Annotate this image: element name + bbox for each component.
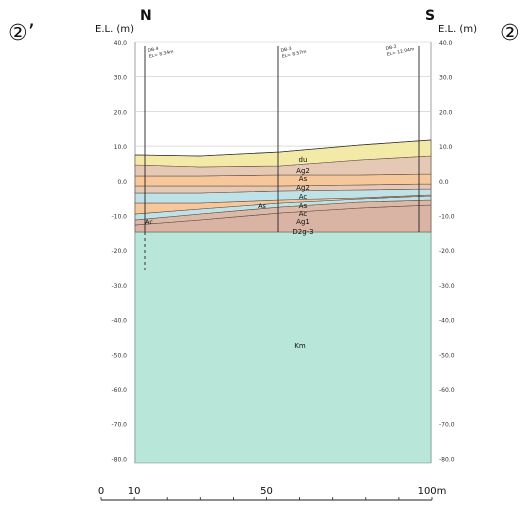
right-elevation-tick: -60.0 <box>439 387 455 394</box>
right-elevation-tick: 30.0 <box>439 75 453 82</box>
borehole-labels: DB-4EL= 8.34m DB-3EL= 8.57m DB-2EL= 12.04m <box>147 44 415 60</box>
borehole-label-line: DB-3 <box>280 46 292 54</box>
layer-label-ac: Ac <box>299 193 308 201</box>
borehole-label-br-mid: DB-3EL= 8.57m <box>280 46 307 60</box>
borehole-label-br-left: DB-4EL= 8.34m <box>147 46 174 60</box>
layer-label-du: du <box>299 156 308 164</box>
layer-label-ac: Ac <box>299 210 308 218</box>
left-elevation-tick: -30.0 <box>111 283 127 290</box>
layer-label-ag1: Ag1 <box>296 218 310 226</box>
south-direction-label: S <box>425 8 435 24</box>
right-elevation-axis-title: E.L. (m) <box>438 24 477 35</box>
right-elevation-tick: -10.0 <box>439 214 455 221</box>
left-elevation-axis-title: E.L. (m) <box>95 24 134 35</box>
boreholes <box>144 46 420 270</box>
left-elevation-tick: 20.0 <box>114 109 128 116</box>
right-elevation-tick: 0.0 <box>439 179 449 186</box>
left-elevation-tick: 40.0 <box>114 40 128 47</box>
right-elevation-tick: -30.0 <box>439 283 455 290</box>
right-elevation-tick: 10.0 <box>439 144 453 151</box>
right-section-marker: ② <box>500 21 520 46</box>
left-elevation-tick: 10.0 <box>114 144 128 151</box>
borehole-label-line: EL= 8.57m <box>281 49 307 60</box>
layer-label-as: As <box>299 175 308 183</box>
right-elevation-tick: -20.0 <box>439 248 455 255</box>
borehole-label-line: DB-4 <box>147 46 159 54</box>
scale-bar-label: 50 <box>260 486 273 497</box>
left-elevation-tick: -60.0 <box>111 387 127 394</box>
side-layer-label-as: As <box>258 202 266 210</box>
left-elevation-tick: 0.0 <box>117 179 127 186</box>
side-layer-label-ac: Ac <box>145 218 153 226</box>
left-elevation-tick: -10.0 <box>111 214 127 221</box>
layer-label-km: Km <box>294 342 306 350</box>
layer-label-ag2: Ag2 <box>296 167 310 175</box>
scale-bar-label: 0 <box>98 486 104 497</box>
horizontal-scale-bar: 0 10 50 100m <box>98 486 447 501</box>
left-elevation-tick: -50.0 <box>111 352 127 359</box>
borehole-label-line: DB-2 <box>385 44 397 52</box>
ground-surface-line <box>134 139 432 157</box>
right-elevation-tick: 20.0 <box>439 109 453 116</box>
left-section-marker: ②’ <box>8 21 35 46</box>
north-direction-label: N <box>140 8 152 24</box>
left-elevation-tick: -70.0 <box>111 422 127 429</box>
left-elevation-tick: -20.0 <box>111 248 127 255</box>
scale-bar-label: 10 <box>128 486 141 497</box>
layer-label-d2g-3: D2g-3 <box>292 228 313 236</box>
right-elevation-tick: 40.0 <box>439 40 453 47</box>
right-elevation-tick: -40.0 <box>439 318 455 325</box>
right-elevation-tick: -80.0 <box>439 456 455 463</box>
borehole-label-line: EL= 8.34m <box>148 49 174 60</box>
right-elevation-tick: -70.0 <box>439 422 455 429</box>
left-elevation-tick: -80.0 <box>111 456 127 463</box>
layer-label-as: As <box>299 202 308 210</box>
borehole-label-br-right: DB-2EL= 12.04m <box>385 44 415 58</box>
scale-bar-label: 100m <box>418 486 447 497</box>
left-elevation-tick: -40.0 <box>111 318 127 325</box>
left-elevation-tick: 30.0 <box>114 75 128 82</box>
layer-km <box>134 231 432 464</box>
strata-layers <box>134 139 432 464</box>
right-elevation-tick: -50.0 <box>439 352 455 359</box>
layer-label-ag2: Ag2 <box>296 184 310 192</box>
borehole-label-line: EL= 12.04m <box>386 46 414 58</box>
